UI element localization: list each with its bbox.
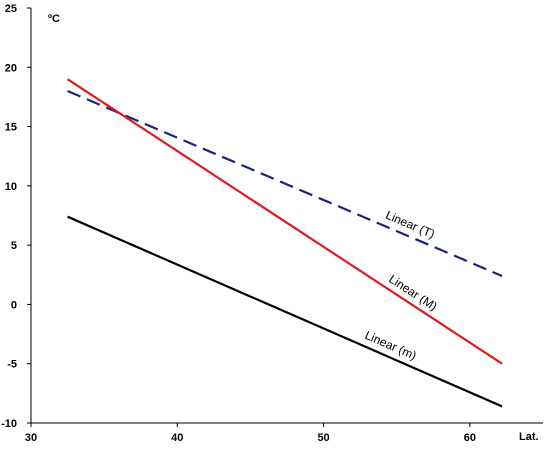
- x-axis-label: Lat.: [519, 431, 539, 443]
- y-tick-label: 25: [5, 3, 17, 15]
- y-tick-label: -5: [7, 359, 17, 371]
- x-tick-labels: 30 40 50 60: [25, 432, 476, 444]
- series-lines: [66, 78, 503, 408]
- y-tick-label: 10: [5, 181, 17, 193]
- x-tick-label: 60: [464, 432, 476, 444]
- y-tick-label: 20: [5, 62, 17, 74]
- series-line-linear-m: [67, 215, 503, 408]
- x-tick-label: 30: [25, 432, 37, 444]
- x-tick-label: 40: [171, 432, 183, 444]
- y-tick-label: 0: [11, 299, 17, 311]
- y-axis-label: ºC: [48, 13, 60, 25]
- x-tick-label: 50: [317, 432, 329, 444]
- series-line-linear-t: [67, 89, 503, 277]
- series-line-linear-m: [66, 78, 503, 365]
- y-tick-label: 15: [5, 122, 17, 134]
- series-label-linear-t: Linear (T): [384, 208, 437, 241]
- series-labels: Linear (T)Linear (M)Linear (m): [363, 208, 440, 363]
- y-tick-labels: -10 -5 0 5 10 15 20 25: [1, 3, 17, 430]
- y-tick-label: -10: [1, 418, 17, 430]
- y-tick-label: 5: [11, 240, 17, 252]
- axes: [27, 7, 543, 427]
